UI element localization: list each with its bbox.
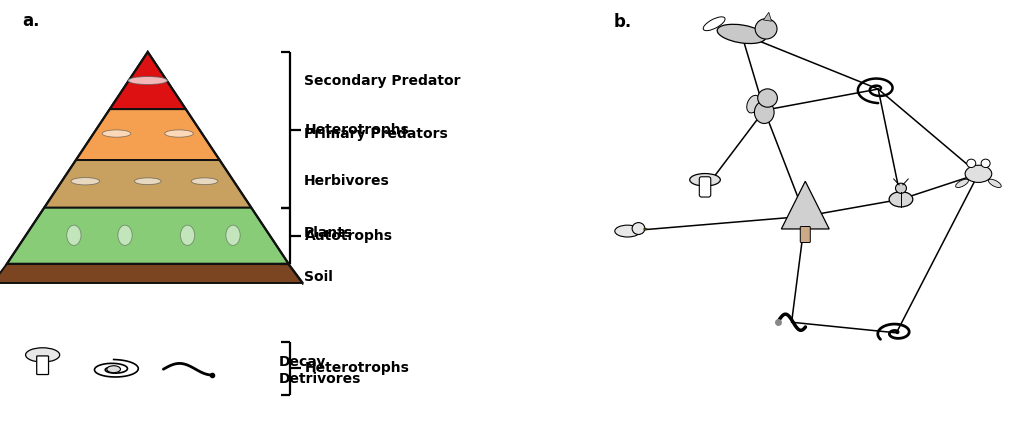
Text: Soil: Soil <box>304 270 333 284</box>
Ellipse shape <box>755 101 774 123</box>
Text: Heterotrophs: Heterotrophs <box>304 362 410 376</box>
Text: Plants: Plants <box>304 226 353 240</box>
Ellipse shape <box>165 130 194 137</box>
Ellipse shape <box>191 178 218 184</box>
Ellipse shape <box>889 192 912 207</box>
Text: Decay
Detrivores: Decay Detrivores <box>279 355 360 386</box>
Ellipse shape <box>746 95 760 113</box>
Ellipse shape <box>703 17 725 31</box>
Polygon shape <box>0 264 303 283</box>
Ellipse shape <box>102 130 131 137</box>
Ellipse shape <box>67 225 81 245</box>
Ellipse shape <box>180 225 195 245</box>
Text: Primary Predators: Primary Predators <box>304 126 447 140</box>
Ellipse shape <box>717 24 766 44</box>
FancyBboxPatch shape <box>699 177 711 197</box>
Ellipse shape <box>128 76 168 84</box>
Polygon shape <box>76 109 219 160</box>
Ellipse shape <box>690 173 720 186</box>
Ellipse shape <box>26 348 59 362</box>
Circle shape <box>896 183 906 193</box>
Ellipse shape <box>118 225 132 245</box>
Polygon shape <box>781 181 829 229</box>
Text: Autotrophs: Autotrophs <box>304 229 392 243</box>
Ellipse shape <box>614 225 640 237</box>
Polygon shape <box>289 264 303 285</box>
Ellipse shape <box>134 178 161 184</box>
Polygon shape <box>644 228 648 230</box>
Polygon shape <box>7 208 289 264</box>
Circle shape <box>967 159 976 167</box>
Circle shape <box>755 19 777 39</box>
Polygon shape <box>763 12 771 21</box>
Ellipse shape <box>71 178 99 185</box>
FancyBboxPatch shape <box>37 356 48 374</box>
Text: b.: b. <box>614 13 632 31</box>
Ellipse shape <box>226 225 240 245</box>
Ellipse shape <box>988 179 1001 187</box>
Ellipse shape <box>965 165 992 182</box>
Circle shape <box>981 159 990 167</box>
FancyBboxPatch shape <box>801 226 810 243</box>
Polygon shape <box>110 52 185 109</box>
Circle shape <box>632 223 645 234</box>
Circle shape <box>106 366 121 373</box>
Text: Herbivores: Herbivores <box>304 174 390 188</box>
Polygon shape <box>44 160 251 208</box>
Ellipse shape <box>955 179 969 187</box>
Text: Heterotrophs: Heterotrophs <box>304 123 410 137</box>
Text: a.: a. <box>23 11 40 30</box>
Text: Secondary Predator: Secondary Predator <box>304 73 461 87</box>
Circle shape <box>758 89 777 107</box>
